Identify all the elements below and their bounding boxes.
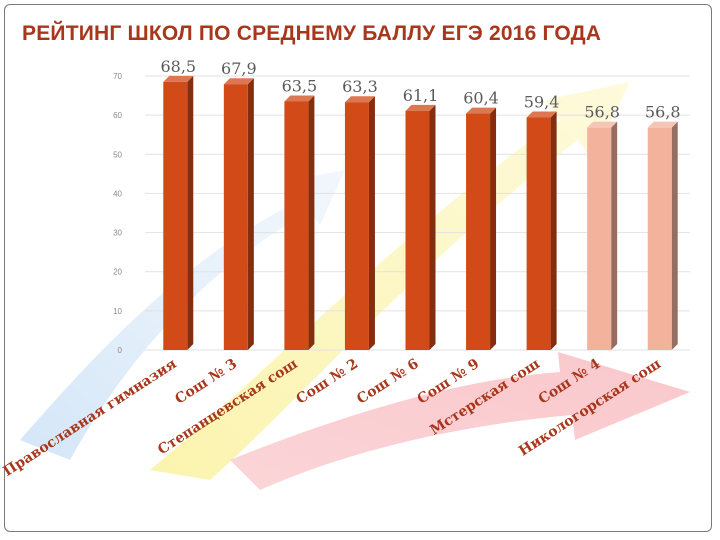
- slide-frame: [4, 4, 712, 532]
- bar: [405, 104, 436, 350]
- value-label: 63,5: [282, 76, 318, 95]
- value-label: 60,4: [463, 89, 499, 108]
- y-tick-label: 70: [113, 72, 122, 81]
- bar-side: [611, 121, 618, 350]
- value-label: 56,8: [645, 103, 681, 122]
- background-arrows: [20, 82, 690, 490]
- value-label: 59,4: [524, 92, 560, 111]
- pink-arrow-shape: [230, 352, 690, 490]
- bar: [163, 75, 194, 350]
- value-label: 68,5: [160, 57, 196, 76]
- bar: [223, 78, 254, 350]
- value-labels: 68,5 67,9 63,5 63,3 61,1 60,4 59,4 56,8 56,8: [160, 57, 680, 122]
- bar-front: [647, 127, 672, 350]
- bar-side: [368, 96, 375, 351]
- bar-top: [163, 75, 194, 82]
- value-label: 63,3: [342, 77, 378, 96]
- value-label: 56,8: [584, 103, 620, 122]
- bar-side: [187, 75, 194, 350]
- bar: [466, 107, 497, 350]
- bar: [344, 96, 375, 351]
- bar-top: [526, 111, 557, 118]
- y-tick-label: 10: [113, 307, 122, 316]
- bar-front: [405, 110, 430, 350]
- bar-front: [526, 117, 551, 351]
- y-tick-label: 60: [113, 111, 122, 120]
- value-label: 61,1: [403, 86, 439, 105]
- bar: [587, 121, 618, 350]
- y-axis-ticks: 0 10 20 30 40 50 60 70: [113, 72, 122, 355]
- bar: [526, 111, 557, 351]
- bar-front: [163, 81, 188, 350]
- bar-top: [344, 96, 375, 103]
- bar-top: [405, 104, 436, 111]
- y-tick-label: 50: [113, 150, 122, 159]
- bar-side: [671, 121, 678, 350]
- bar: [284, 95, 315, 350]
- bar-top: [466, 107, 497, 114]
- bar-front: [344, 102, 369, 351]
- bar: [647, 121, 678, 350]
- bar-top: [647, 121, 678, 128]
- bar-side: [429, 104, 436, 350]
- bars: [163, 75, 678, 351]
- bar-side: [550, 111, 557, 351]
- bar-front: [223, 84, 248, 350]
- y-tick-label: 0: [118, 346, 123, 355]
- y-tick-label: 40: [113, 189, 122, 198]
- bar-front: [284, 101, 309, 350]
- bar-side: [247, 78, 254, 350]
- yellow-arrow-shape: [150, 82, 630, 480]
- bar-top: [284, 95, 315, 102]
- y-tick-label: 30: [113, 229, 122, 238]
- bar-front: [587, 127, 612, 350]
- value-label: 67,9: [221, 59, 257, 78]
- bar-side: [308, 95, 315, 350]
- blue-arrow-shape: [20, 170, 345, 460]
- chart-title: РЕЙТИНГ ШКОЛ ПО СРЕДНЕМУ БАЛЛУ ЕГЭ 2016 …: [22, 22, 602, 45]
- bar-side: [490, 107, 497, 350]
- bar-top: [587, 121, 618, 128]
- bar-top: [223, 78, 254, 85]
- bar-front: [466, 113, 491, 350]
- y-tick-label: 20: [113, 268, 122, 277]
